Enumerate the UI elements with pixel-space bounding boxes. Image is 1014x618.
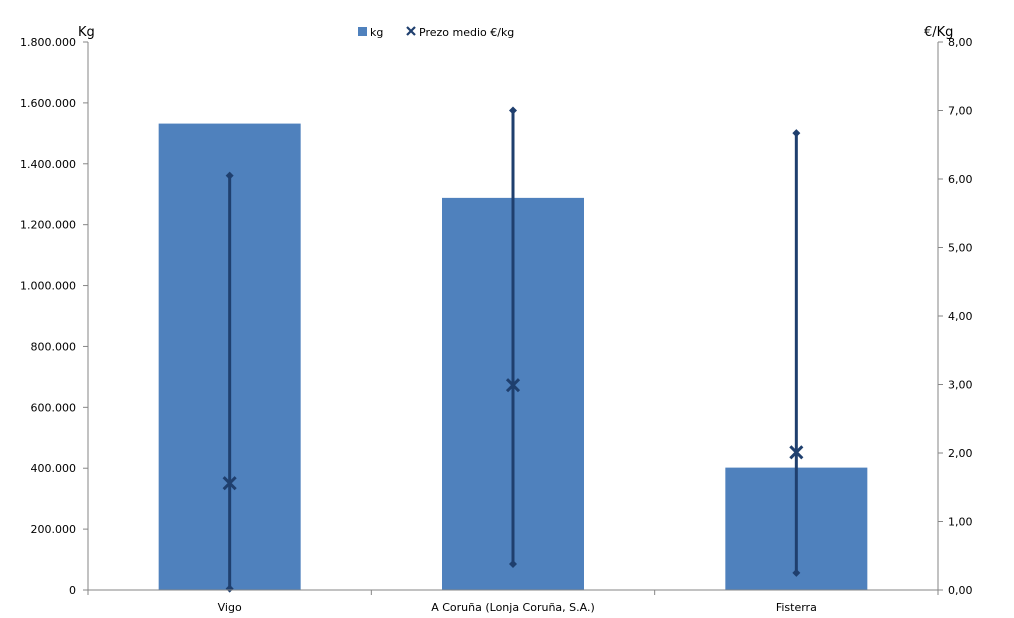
y-right-tick-label: 3,00 [948,379,973,392]
price-min-marker [509,559,517,568]
ticks-group: 0 200.000 400.000 600.000 800.000 1.000.000 1.… [20,36,972,614]
legend-label-kg: kg [370,26,383,39]
y-right-tick-label: 1,00 [948,516,973,529]
y-left-tick-label: 1.800.000 [20,36,76,49]
legend-marker-price [406,26,416,36]
y-right-tick-label: 6,00 [948,173,973,186]
price-max-marker [225,171,234,180]
y-left-tick-label: 600.000 [31,401,77,414]
price-mean-marker [789,445,804,460]
y-right-tick-label: 2,00 [948,447,973,460]
y-left-label: Kg [78,25,95,40]
price-max-marker [792,129,801,138]
price-mean-marker-stroke [505,378,521,393]
price-max-marker [509,106,517,115]
y-left-tick-label: 1.000.000 [20,280,76,293]
x-tick-label: Fisterra [776,601,817,614]
price-min-marker [792,568,801,577]
y-left-tick-label: 1.400.000 [20,158,76,171]
price-min-marker [225,584,234,593]
y-right-tick-label: 7,00 [948,105,973,118]
y-right-tick-label: 0,00 [948,584,973,597]
y-left-tick-label: 0 [69,584,76,597]
legend: kg Prezo medio €/kg [358,26,514,39]
y-left-tick-label: 800.000 [31,340,77,353]
y-left-tick-label: 1.600.000 [20,97,76,110]
y-right-label: €/Kg [924,25,953,40]
legend-label-price: Prezo medio €/kg [419,26,514,39]
price-mean-marker-stroke [789,445,804,460]
price-mean-marker-stroke [222,476,237,491]
x-tick-label: A Coruña (Lonja Coruña, S.A.) [431,601,595,614]
y-left-tick-label: 1.200.000 [20,219,76,232]
price-mean-marker [505,378,521,393]
price-ranges-group [222,106,804,593]
y-right-tick-label: 8,00 [948,36,973,49]
y-left-tick-label: 400.000 [31,462,77,475]
y-right-tick-label: 4,00 [948,310,973,323]
y-right-tick-label: 5,00 [948,242,973,255]
price-mean-marker [222,476,237,491]
x-tick-label: Vigo [218,601,242,614]
y-left-tick-label: 200.000 [31,523,77,536]
legend-swatch-kg [358,27,367,36]
